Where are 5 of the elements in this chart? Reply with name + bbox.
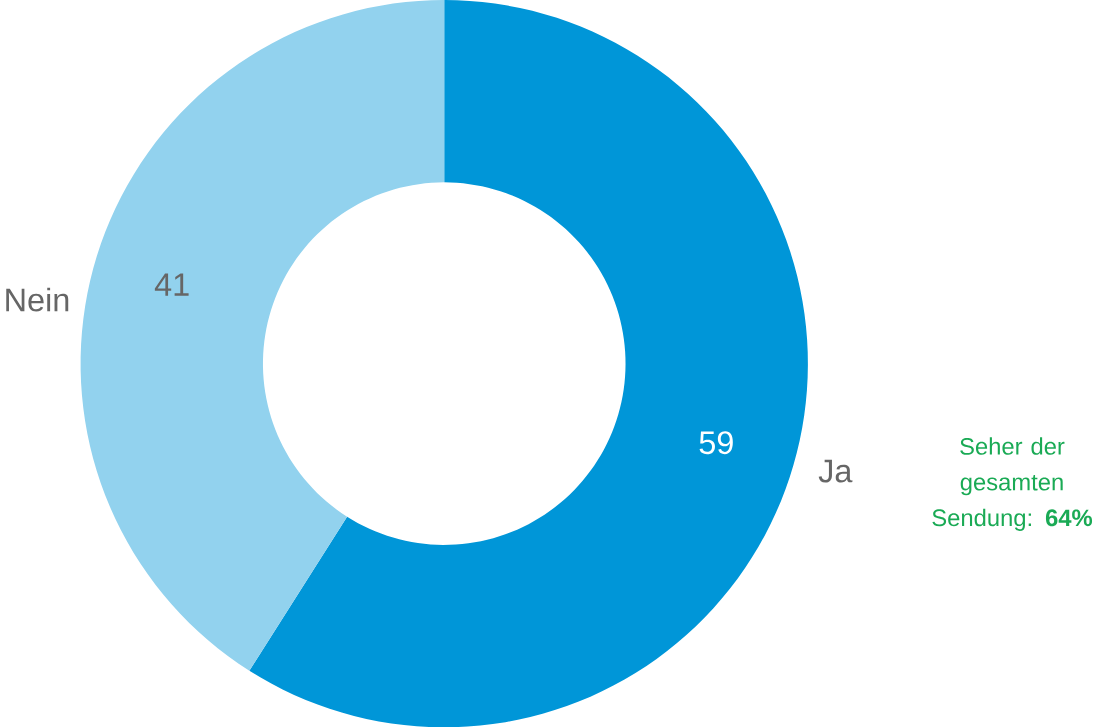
slice-label: Nein (6, 287, 69, 312)
text: Seher der gesamten Sendung: 64% (932, 437, 1093, 531)
slice-label: Ja (818, 459, 853, 483)
data-label: 59 (699, 431, 733, 455)
data-label: 41 (154, 273, 189, 296)
